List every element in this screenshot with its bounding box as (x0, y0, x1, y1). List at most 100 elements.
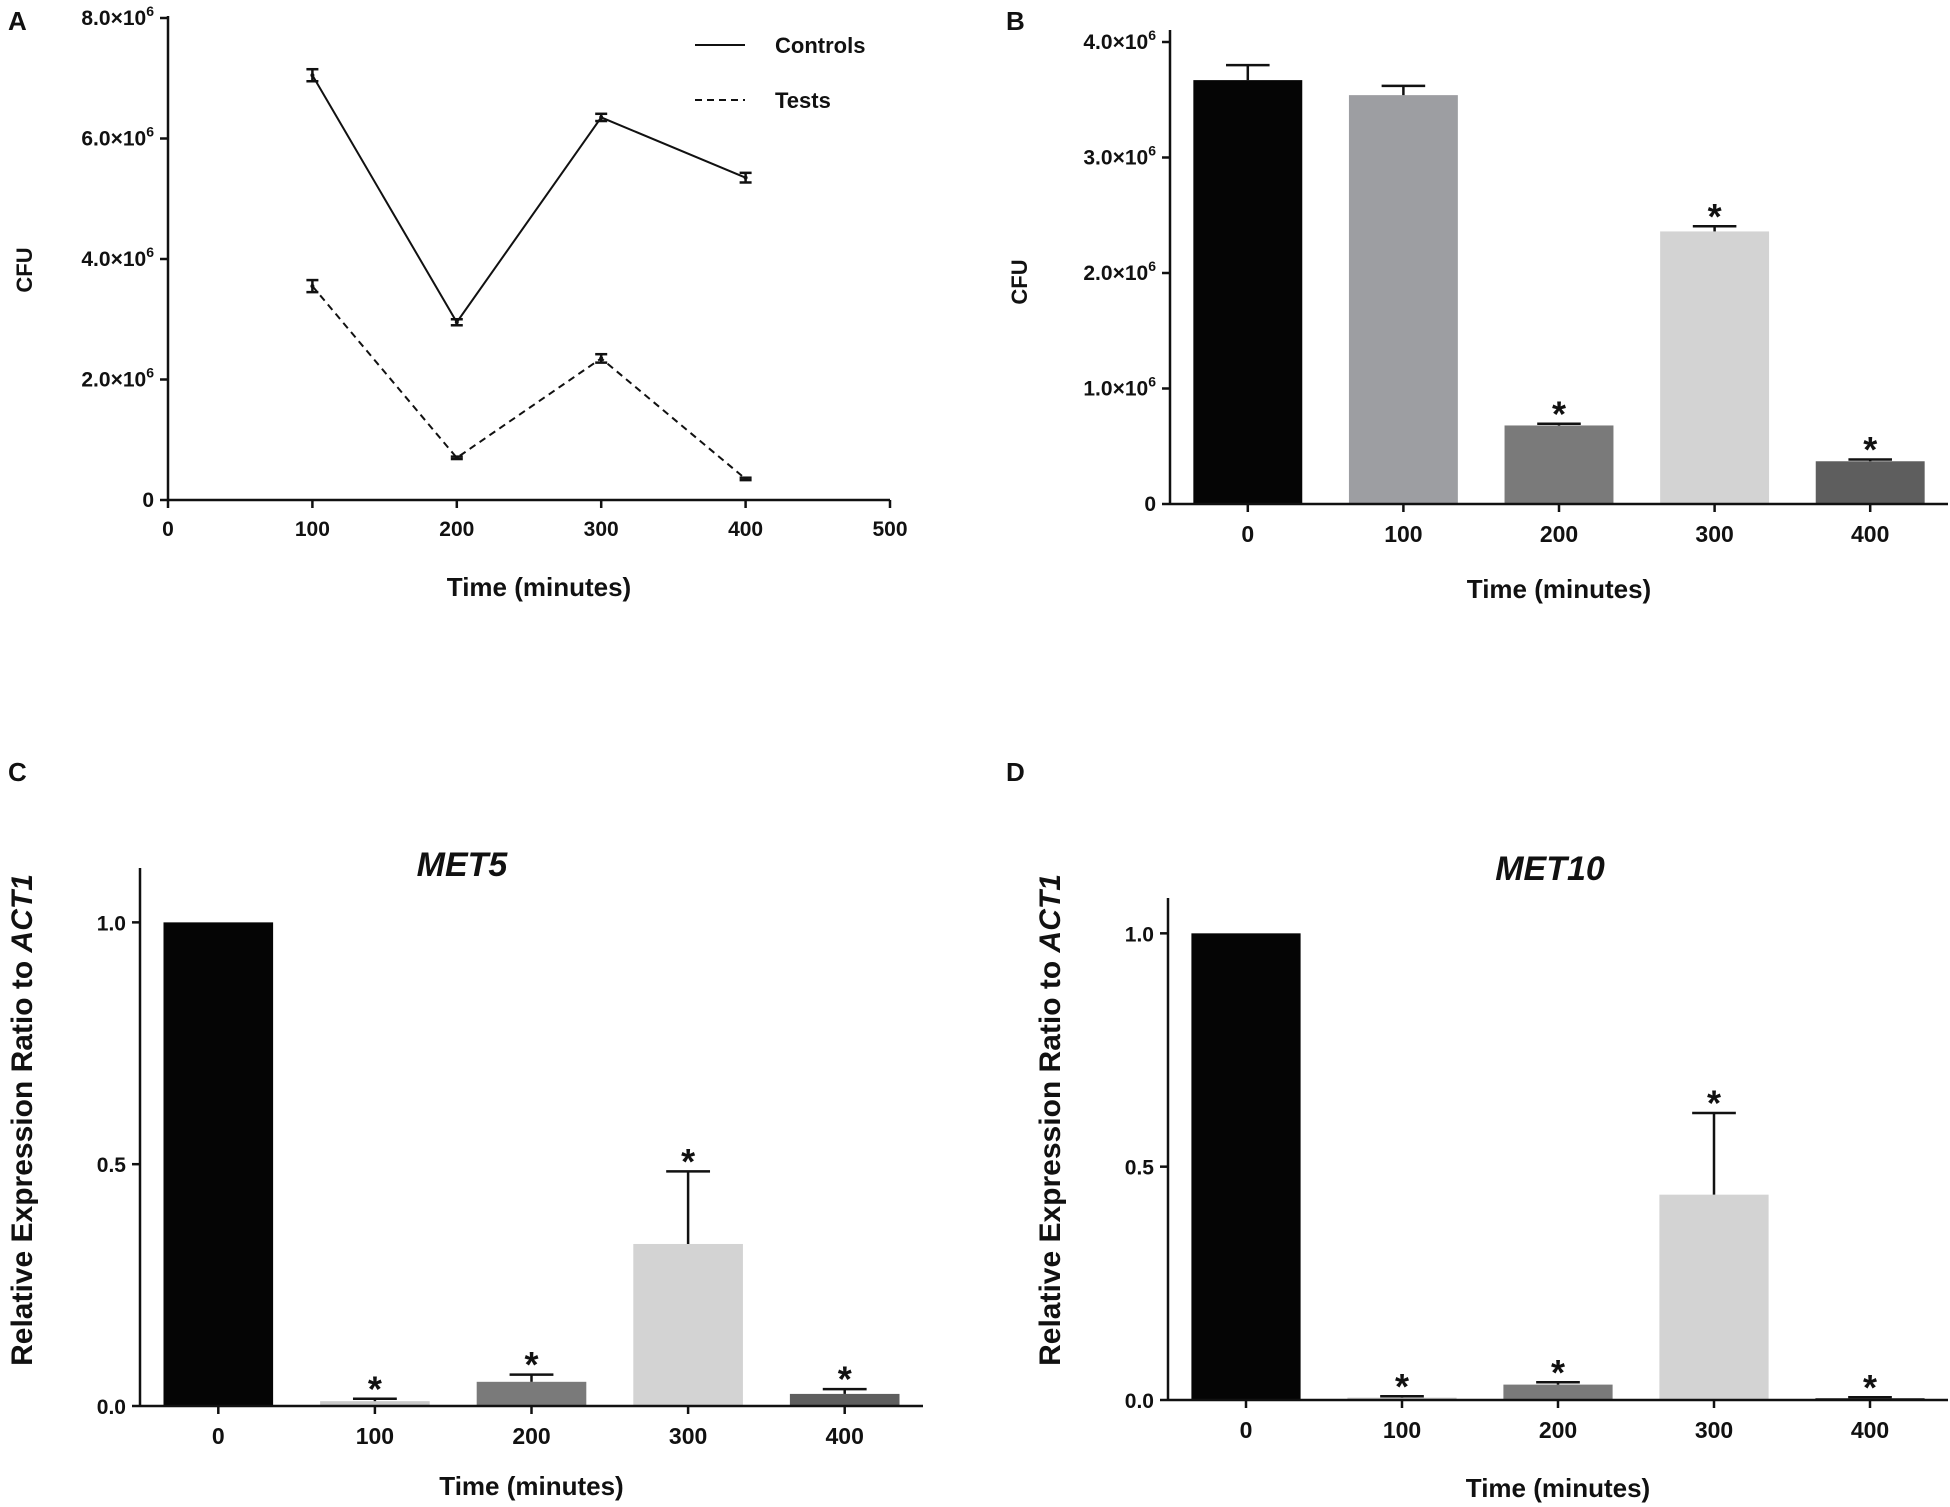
data-point (599, 356, 604, 361)
legend-label: Tests (775, 88, 831, 113)
y-tick-label: 0.5 (97, 1154, 127, 1177)
x-tick-label: 300 (669, 1423, 707, 1449)
y-tick-label-exponent: 6 (1148, 143, 1156, 159)
x-tick-label: 300 (584, 518, 619, 541)
y-axis-label: CFU (1007, 259, 1032, 304)
y-tick-label: 1.0 (1125, 923, 1154, 946)
panel-b: B0 100*200*300*40001.0×1062.0×1063.0×1064… (1006, 6, 1948, 604)
data-point (454, 455, 459, 460)
y-tick-label-exponent: 6 (146, 365, 154, 381)
x-tick-label: 400 (1851, 1417, 1889, 1443)
y-tick-label: 8.0×106 (81, 3, 154, 30)
bar (1191, 933, 1301, 1400)
panel-letter: C (8, 757, 27, 787)
y-tick-label: 3.0×106 (1083, 143, 1156, 170)
y-tick-label-mantissa: 6.0×10 (81, 128, 146, 151)
y-tick-label-exponent: 6 (146, 3, 154, 19)
y-tick-label-mantissa: 4.0×10 (1083, 31, 1148, 54)
x-tick-label: 100 (1384, 521, 1422, 547)
y-tick-label: 0 (1144, 493, 1156, 516)
bar (1660, 231, 1770, 505)
series-line-controls (311, 74, 746, 325)
significance-marker: * (1395, 1366, 1409, 1407)
bar (320, 1401, 430, 1406)
panel-c: C MET5 0 * 100 * 200 * 300 * 400 0.0 0.5 1.0 Time (min… (6, 757, 923, 1501)
significance-marker: * (1863, 1367, 1877, 1408)
significance-marker: * (1708, 196, 1722, 237)
significance-marker: * (1863, 429, 1877, 470)
series-line-tests (311, 285, 747, 480)
y-tick-label-exponent: 6 (1148, 27, 1156, 43)
y-tick-label: 6.0×106 (81, 124, 154, 151)
y-tick-label: 1.0 (97, 912, 126, 935)
bar (1659, 1194, 1769, 1400)
y-tick-label: 4.0×106 (1083, 27, 1156, 54)
x-axis-label: Time (minutes) (447, 572, 631, 602)
significance-marker: * (681, 1141, 695, 1182)
data-point (743, 175, 748, 180)
y-tick-label-exponent: 6 (146, 244, 154, 260)
x-tick-label: 100 (356, 1423, 394, 1449)
x-axis-label: Time (minutes) (1466, 1473, 1650, 1503)
significance-marker: * (368, 1368, 382, 1409)
y-tick-label: 0.0 (97, 1396, 126, 1419)
x-tick-label: 0 (1240, 1417, 1253, 1443)
y-tick-label-exponent: 6 (1148, 374, 1156, 390)
bar (1348, 95, 1458, 504)
y-axis-label: CFU (12, 247, 37, 292)
y-axis-label: Relative Expression Ratio to ACT1 (1034, 874, 1067, 1366)
significance-marker: * (524, 1344, 538, 1385)
panel-letter: D (1006, 757, 1025, 787)
y-tick-label: 0.0 (1125, 1390, 1154, 1413)
x-tick-label: 500 (872, 518, 907, 541)
x-tick-label: 400 (826, 1423, 864, 1449)
x-tick-label: 100 (295, 518, 330, 541)
y-tick-label: 2.0×106 (1083, 258, 1156, 285)
y-tick-label: 1.0×106 (1083, 374, 1156, 401)
y-tick-label: 0 (142, 489, 154, 512)
y-tick-label-mantissa: 4.0×10 (81, 248, 146, 271)
data-point (310, 284, 315, 289)
chart-title: MET10 (1495, 850, 1605, 888)
bar (633, 1243, 743, 1406)
y-axis-label-text: Relative Expression Ratio to (1034, 952, 1067, 1365)
x-axis-label: Time (minutes) (1467, 574, 1651, 604)
significance-marker: * (1551, 1352, 1565, 1393)
data-point (599, 115, 604, 120)
bar (1504, 425, 1614, 504)
x-tick-label: 300 (1695, 521, 1733, 547)
bar (1815, 461, 1925, 504)
bar (476, 1381, 587, 1406)
y-tick-label-mantissa: 0 (1144, 493, 1156, 516)
y-axis-label-gene: ACT1 (1034, 874, 1067, 953)
legend-label: Controls (775, 33, 865, 58)
x-tick-label: 200 (1539, 1417, 1577, 1443)
y-tick-label: 4.0×106 (81, 244, 154, 271)
y-tick-label: 2.0×106 (81, 365, 154, 392)
y-tick-label-exponent: 6 (146, 124, 154, 140)
bar (163, 922, 274, 1406)
x-tick-label: 300 (1695, 1417, 1733, 1443)
y-tick-label-mantissa: 2.0×10 (1083, 262, 1148, 285)
y-tick-label-mantissa: 1.0×10 (1083, 378, 1148, 401)
x-tick-label: 0 (162, 518, 174, 541)
data-point (310, 73, 315, 78)
x-tick-label: 400 (728, 518, 763, 541)
x-tick-label: 100 (1383, 1417, 1421, 1443)
y-axis-label-gene: ACT1 (6, 874, 39, 953)
y-tick-label-mantissa: 2.0×10 (81, 369, 146, 392)
x-tick-label: 0 (212, 1423, 225, 1449)
x-tick-label: 200 (512, 1423, 550, 1449)
x-tick-label: 0 (1241, 521, 1254, 547)
chart-title: MET5 (417, 846, 509, 884)
y-tick-label-mantissa: 0 (142, 489, 154, 512)
data-point (743, 476, 748, 481)
significance-marker: * (1552, 393, 1566, 434)
significance-marker: * (1707, 1083, 1721, 1124)
bar (789, 1393, 900, 1406)
y-tick-label-mantissa: 3.0×10 (1083, 147, 1148, 170)
panel-letter: B (1006, 6, 1025, 36)
x-tick-label: 200 (439, 518, 474, 541)
